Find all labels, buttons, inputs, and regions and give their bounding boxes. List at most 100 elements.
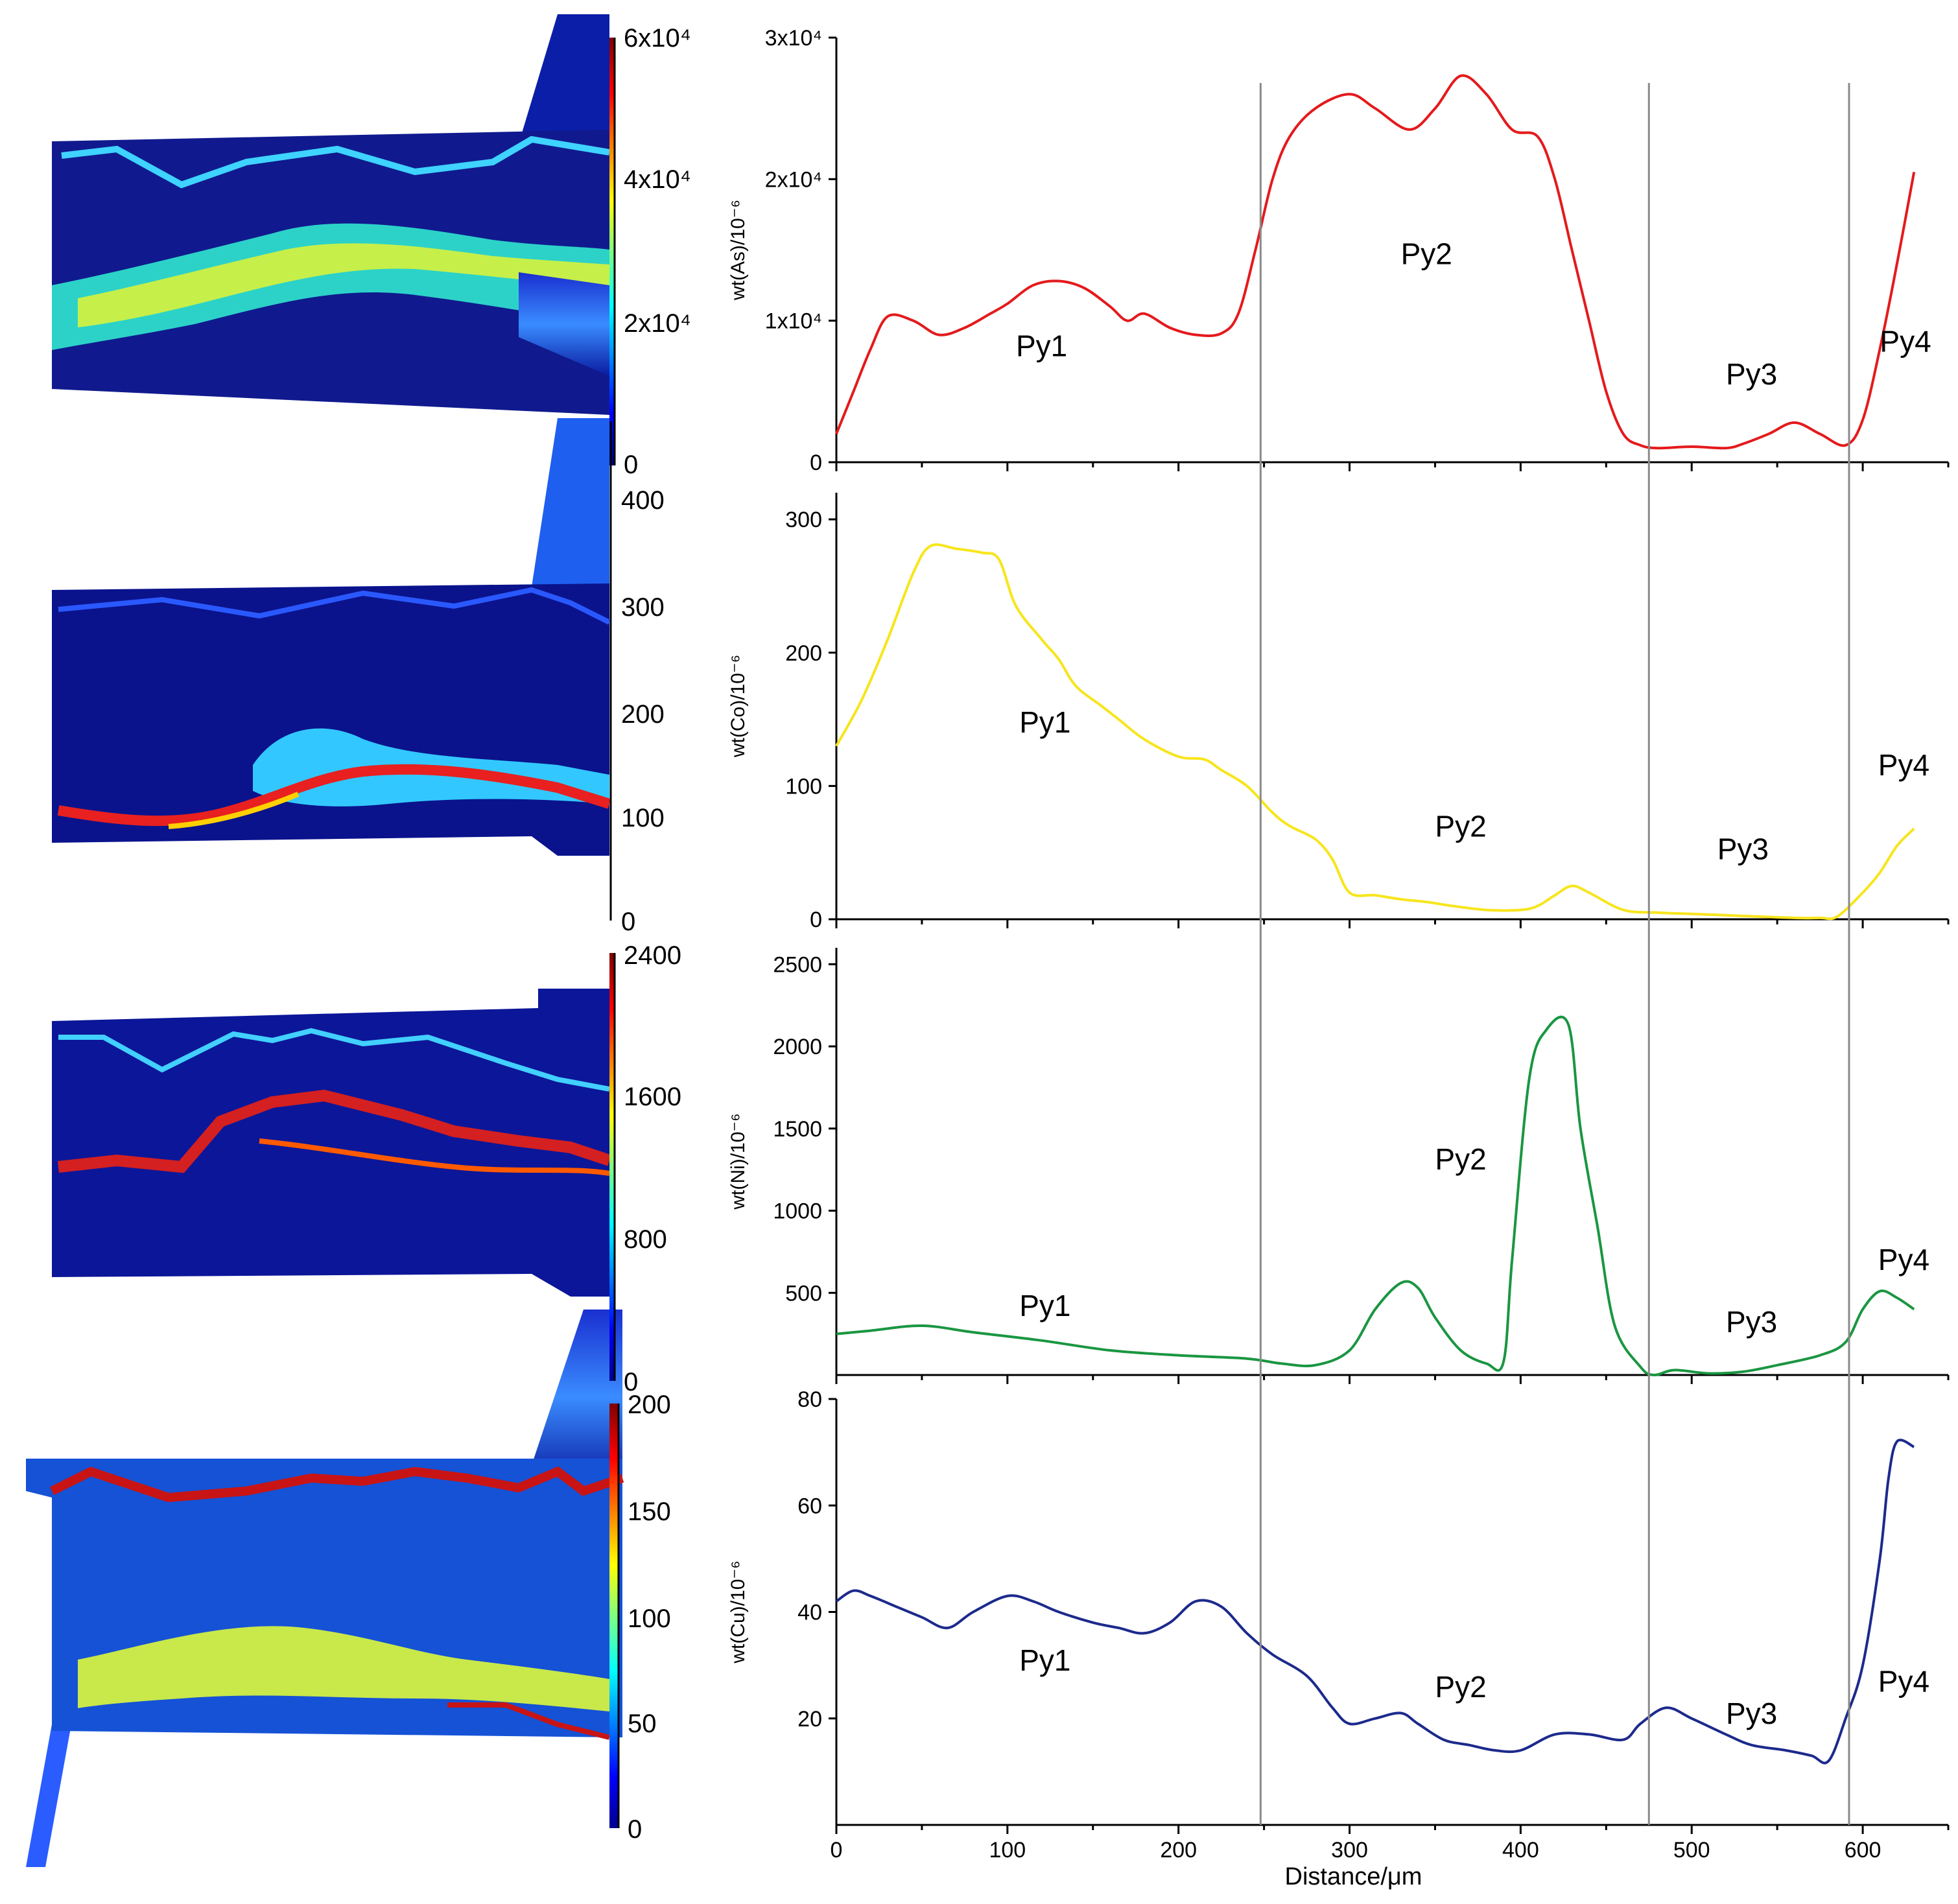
- chart-co: 0 100 200 300 wt(Co)/10⁻⁶ Py1 Py2 Py3 Py4: [727, 493, 1950, 932]
- colorbar-as: 6x10⁴ 4x10⁴ 2x10⁴ 0: [609, 24, 691, 479]
- colorbar-co-tick: 400: [621, 486, 665, 515]
- zone-label: Py2: [1401, 237, 1452, 270]
- zone-label: Py1: [1019, 705, 1070, 739]
- map-cu-red-vein: [49, 1466, 624, 1503]
- y-axis-title: wt(Cu)/10⁻⁶: [727, 1560, 749, 1663]
- map-cu-red-edge: [447, 1702, 610, 1740]
- y-tick-label: 80: [797, 1387, 822, 1412]
- map-co: [52, 418, 611, 856]
- zone-label: Py3: [1717, 832, 1769, 865]
- zone-boundaries: [1259, 83, 1850, 1825]
- map-as-band-core: [78, 243, 609, 327]
- x-axis-title: Distance/μm: [1285, 1863, 1422, 1890]
- colorbar-cu-tick: 200: [628, 1391, 671, 1419]
- colorbar-cu-tick: 100: [628, 1604, 671, 1633]
- y-tick-label: 200: [785, 641, 822, 666]
- map-as-side-streaks: [519, 272, 609, 376]
- zone-label: Py1: [1016, 329, 1067, 362]
- map-as-streak: [522, 14, 609, 133]
- x-tick-label: 600: [1845, 1838, 1881, 1863]
- x-tick-label: 300: [1331, 1838, 1368, 1863]
- colorbar-ni-gradient: [609, 953, 615, 1381]
- map-co-red-vein-2: [168, 792, 300, 829]
- map-co-red-vein: [57, 764, 611, 827]
- y-axis-title: wt(Co)/10⁻⁶: [727, 655, 749, 758]
- zone-label: Py2: [1435, 810, 1486, 843]
- chart-ni: 500 1000 1500 2000 2500 wt(Ni)/10⁻⁶ Py1 Py2 Py3 P…: [727, 948, 1950, 1384]
- y-tick-label: 0: [810, 451, 822, 475]
- zone-label: Py3: [1726, 1305, 1777, 1339]
- colorbar-ni-tick: 1600: [624, 1083, 681, 1111]
- zone-label: Py2: [1435, 1670, 1486, 1704]
- zone-label: Py1: [1019, 1643, 1070, 1677]
- zone-label: Py2: [1435, 1142, 1486, 1176]
- colorbar-as-gradient: [609, 38, 615, 465]
- y-tick-label: 1000: [773, 1199, 822, 1224]
- map-co-vein-upper: [58, 587, 611, 625]
- chart-as: 0 1x10⁴ 2x10⁴ 3x10⁴ wt(As)/10⁻⁶ Py1 Py2 Py3 Py4: [727, 26, 1950, 475]
- colorbar-co: 400 300 200 100 0: [609, 421, 665, 936]
- zone-label: Py3: [1726, 357, 1777, 391]
- zone-label: Py4: [1878, 1243, 1929, 1276]
- colorbar-co-tick: 300: [621, 593, 665, 622]
- colorbar-ni-tick: 0: [624, 1368, 638, 1396]
- y-tick-label: 0: [810, 908, 822, 932]
- colorbar-co-tick: 200: [621, 700, 665, 729]
- colorbar-ni-tick: 800: [624, 1225, 667, 1254]
- map-cu-streak: [532, 1310, 622, 1485]
- x-tick-label: 400: [1502, 1838, 1539, 1863]
- colorbar-cu-gradient: [609, 1404, 619, 1828]
- series-line-co: [835, 543, 1915, 921]
- colorbar-as-tick: 2x10⁴: [624, 309, 691, 338]
- colorbar-ni: 2400 1600 800 0: [609, 941, 681, 1396]
- y-tick-label: 40: [797, 1601, 822, 1625]
- y-tick-label: 2000: [773, 1035, 822, 1059]
- chart-cu: 20 40 60 80 wt(Cu)/10⁻⁶ Py1 Py2 Py3 Py4: [727, 1387, 1950, 1834]
- colorbar-co-tick: 0: [621, 908, 635, 936]
- x-tick-label: 500: [1673, 1838, 1710, 1863]
- y-tick-label: 2500: [773, 952, 822, 977]
- map-cu-corner-streak: [26, 1724, 71, 1867]
- colorbars: 6x10⁴ 4x10⁴ 2x10⁴ 0 400 300 200 100 0 24…: [609, 24, 691, 1844]
- y-tick-label: 60: [797, 1494, 822, 1518]
- map-as: [52, 14, 610, 415]
- map-co-streak: [532, 418, 609, 587]
- y-tick-label: 1500: [773, 1117, 822, 1142]
- zone-label: Py1: [1019, 1289, 1070, 1322]
- colorbar-as-tick: 4x10⁴: [624, 165, 691, 194]
- y-axis-title: wt(Ni)/10⁻⁶: [727, 1113, 749, 1210]
- colorbar-co-tick: 100: [621, 804, 665, 832]
- map-ni-body: [52, 989, 609, 1297]
- y-tick-label: 100: [785, 774, 822, 799]
- y-tick-label: 3x10⁴: [765, 26, 822, 51]
- map-ni-vein-upper: [58, 1028, 610, 1092]
- y-tick-label: 20: [797, 1707, 822, 1732]
- y-axis-title: wt(As)/10⁻⁶: [727, 200, 749, 301]
- colorbar-as-tick: 0: [624, 451, 638, 479]
- map-as-vein-upper: [61, 135, 610, 189]
- element-maps: [26, 14, 624, 1867]
- map-cu: [26, 1310, 624, 1867]
- map-ni-red-vein-lower: [259, 1138, 610, 1176]
- map-co-body: [52, 583, 609, 856]
- colorbar-cu: 200 150 100 50 0: [609, 1391, 671, 1844]
- y-tick-label: 2x10⁴: [765, 167, 822, 192]
- series-line-cu: [835, 1439, 1915, 1765]
- map-ni-red-vein: [58, 1089, 611, 1173]
- zone-label: Py4: [1880, 325, 1931, 358]
- colorbar-cu-tick: 0: [628, 1815, 642, 1844]
- map-cu-yellow-zone: [78, 1626, 609, 1711]
- x-tick-label: 100: [989, 1838, 1026, 1863]
- colorbar-as-tick: 6x10⁴: [624, 24, 691, 53]
- series-line-ni: [836, 1015, 1915, 1377]
- y-tick-label: 500: [785, 1281, 822, 1306]
- zone-label: Py3: [1726, 1697, 1777, 1730]
- y-tick-label: 1x10⁴: [765, 309, 822, 334]
- x-tick-label: 200: [1160, 1838, 1197, 1863]
- y-tick-label: 300: [785, 508, 822, 532]
- colorbar-ni-tick: 2400: [624, 941, 681, 970]
- line-charts: 01x10⁴2x10⁴3x10⁴wt(As)/10⁻⁶Py1Py2Py3Py40…: [727, 26, 1950, 1834]
- zone-label: Py4: [1878, 1665, 1929, 1698]
- x-tick-label: 0: [831, 1838, 843, 1863]
